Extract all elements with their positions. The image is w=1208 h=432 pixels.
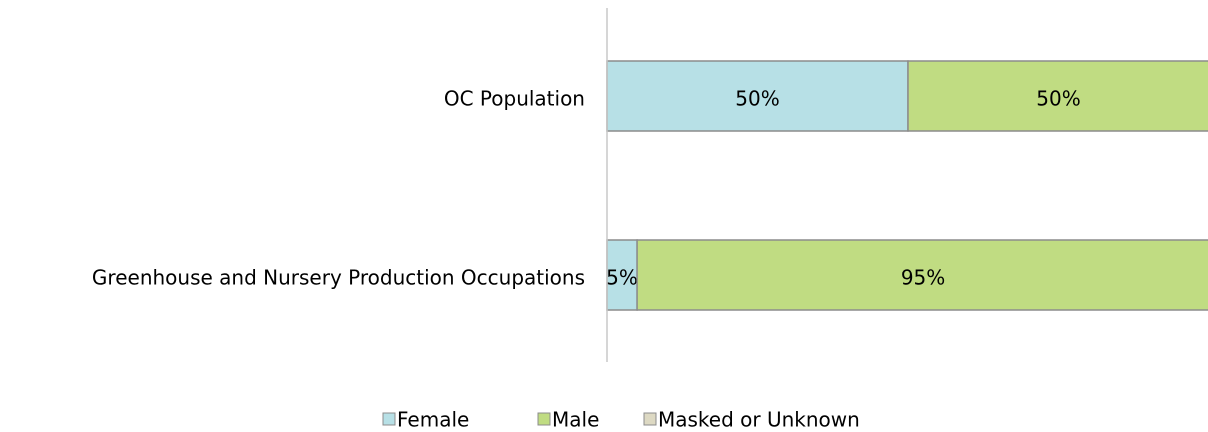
data-label: 5%	[606, 266, 638, 290]
legend-label: Female	[397, 408, 469, 432]
data-label: 95%	[901, 266, 945, 290]
bar-segment	[636, 239, 1208, 311]
bar-segment	[606, 239, 638, 311]
category-label: OC Population	[444, 87, 585, 111]
legend-swatch	[643, 412, 657, 426]
legend-label: Male	[552, 408, 599, 432]
legend-label: Masked or Unknown	[658, 408, 860, 432]
legend-swatch	[537, 412, 551, 426]
category-label: Greenhouse and Nursery Production Occupa…	[92, 266, 585, 290]
bar-segment	[606, 60, 909, 132]
data-label: 50%	[1036, 87, 1080, 111]
data-label: 50%	[735, 87, 779, 111]
bar-segment	[907, 60, 1208, 132]
legend-swatch	[382, 412, 396, 426]
